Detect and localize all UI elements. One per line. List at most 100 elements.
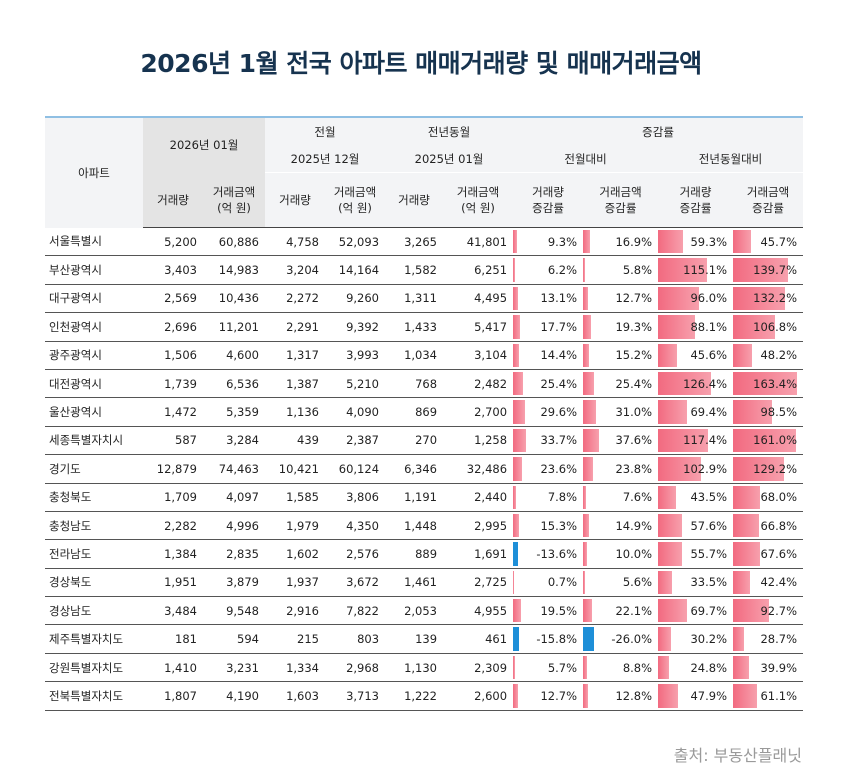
cell: 117.4% bbox=[658, 426, 734, 456]
data-bar bbox=[658, 457, 702, 481]
cell-text: 37.6% bbox=[615, 433, 653, 448]
data-bar bbox=[513, 457, 523, 481]
region-cell: 경상남도 bbox=[45, 596, 143, 626]
header-cell: 거래량 bbox=[385, 172, 444, 228]
header-cell: 거래량 bbox=[143, 172, 203, 228]
cell: 3,284 bbox=[203, 426, 265, 456]
cell-text: 69.7% bbox=[690, 603, 728, 618]
cell: 102.9% bbox=[658, 454, 734, 484]
data-bar bbox=[583, 542, 588, 566]
cell: 12.8% bbox=[583, 681, 659, 711]
region-cell: 인천광역시 bbox=[45, 312, 143, 342]
cell: 23.6% bbox=[513, 454, 584, 484]
region-cell: 충청남도 bbox=[45, 511, 143, 541]
data-bar bbox=[583, 570, 586, 595]
cell: 2,482 bbox=[443, 369, 514, 399]
cell: 12.7% bbox=[513, 681, 584, 711]
cell: 12.7% bbox=[583, 284, 659, 314]
header-cell: 아파트 bbox=[45, 116, 143, 228]
region-cell: 대구광역시 bbox=[45, 284, 143, 314]
cell: 98.5% bbox=[733, 397, 804, 427]
region-cell: 충청북도 bbox=[45, 483, 143, 512]
cell-text: 139.7% bbox=[753, 263, 798, 278]
header-cell: 거래량 bbox=[265, 172, 325, 228]
header-cell: 증감률 bbox=[513, 116, 804, 145]
cell: 13.1% bbox=[513, 284, 584, 314]
cell: 6,251 bbox=[443, 255, 514, 285]
cell: 1,334 bbox=[265, 653, 325, 683]
cell: 17.7% bbox=[513, 312, 584, 342]
cell-text: 92.7% bbox=[760, 603, 798, 618]
data-bar bbox=[658, 513, 683, 538]
header-cell: 전월 bbox=[265, 116, 386, 145]
cell-text: 19.3% bbox=[615, 319, 653, 334]
header-cell: 전월대비 bbox=[513, 145, 659, 173]
cell: 7.6% bbox=[583, 483, 659, 512]
cell: 69.4% bbox=[658, 397, 734, 427]
cell: 2,968 bbox=[325, 653, 386, 683]
header-cell: 거래금액 (억 원) bbox=[203, 172, 265, 228]
cell: 3,993 bbox=[325, 341, 386, 370]
data-bar bbox=[658, 485, 677, 509]
cell: 3,265 bbox=[385, 227, 444, 257]
cell: 29.6% bbox=[513, 397, 584, 427]
cell: 1,951 bbox=[143, 568, 203, 598]
cell: 96.0% bbox=[658, 284, 734, 314]
cell: 74,463 bbox=[203, 454, 265, 484]
cell: 69.7% bbox=[658, 596, 734, 626]
cell: 39.9% bbox=[733, 653, 804, 683]
cell-text: 29.6% bbox=[540, 405, 578, 420]
cell-text: -13.6% bbox=[536, 546, 578, 561]
data-bar bbox=[658, 286, 699, 311]
cell: 1,582 bbox=[385, 255, 444, 285]
cell-text: 66.8% bbox=[760, 518, 798, 533]
data-bar bbox=[583, 655, 587, 680]
cell-text: 126.4% bbox=[683, 376, 728, 391]
cell: 3,806 bbox=[325, 483, 386, 512]
cell: 3,104 bbox=[443, 341, 514, 370]
cell: 2,700 bbox=[443, 397, 514, 427]
data-bar bbox=[658, 400, 688, 424]
data-bar bbox=[513, 371, 523, 396]
data-table: 아파트 2026년 01월 전월 전년동월 증감률 2025년 12월 2025… bbox=[45, 116, 804, 711]
cell-text: 16.9% bbox=[615, 234, 653, 249]
cell: 869 bbox=[385, 397, 444, 427]
cell-text: 129.2% bbox=[753, 461, 798, 476]
cell: 4,350 bbox=[325, 511, 386, 541]
cell: 11,201 bbox=[203, 312, 265, 342]
cell-text: 42.4% bbox=[760, 575, 798, 590]
cell-text: 23.6% bbox=[540, 461, 578, 476]
cell: 16.9% bbox=[583, 227, 659, 257]
cell-text: 7.6% bbox=[622, 490, 653, 505]
cell: 3,403 bbox=[143, 255, 203, 285]
data-bar bbox=[583, 400, 597, 424]
header-cell: 2026년 01월 bbox=[143, 116, 265, 173]
data-bar bbox=[733, 315, 775, 339]
data-bar bbox=[658, 599, 688, 623]
cell-text: 14.4% bbox=[540, 348, 578, 363]
data-bar bbox=[658, 371, 712, 396]
row: 부산광역시 3,403 14,983 3,204 14,164 1,582 6,251 6.2… bbox=[45, 255, 804, 285]
cell: -15.8% bbox=[513, 624, 584, 654]
cell-text: 163.4% bbox=[753, 376, 798, 391]
cell: 1,311 bbox=[385, 284, 444, 314]
cell: 2,995 bbox=[443, 511, 514, 541]
cell-text: 19.5% bbox=[540, 603, 578, 618]
data-bar bbox=[733, 343, 752, 367]
header-cell: 거래량 증감률 bbox=[658, 172, 734, 228]
cell: 66.8% bbox=[733, 511, 804, 541]
data-bar bbox=[513, 485, 517, 509]
cell: 3,231 bbox=[203, 653, 265, 683]
data-bar bbox=[733, 230, 751, 254]
region-cell: 서울특별시 bbox=[45, 227, 143, 257]
cell: 33.7% bbox=[513, 426, 584, 456]
cell-text: 115.1% bbox=[683, 263, 728, 278]
cell: 4,097 bbox=[203, 483, 265, 512]
cell: 5.8% bbox=[583, 255, 659, 285]
cell-text: 47.9% bbox=[690, 688, 728, 703]
cell-text: 25.4% bbox=[615, 376, 653, 391]
cell: 4,758 bbox=[265, 227, 325, 257]
data-bar bbox=[513, 230, 517, 254]
cell: 23.8% bbox=[583, 454, 659, 484]
